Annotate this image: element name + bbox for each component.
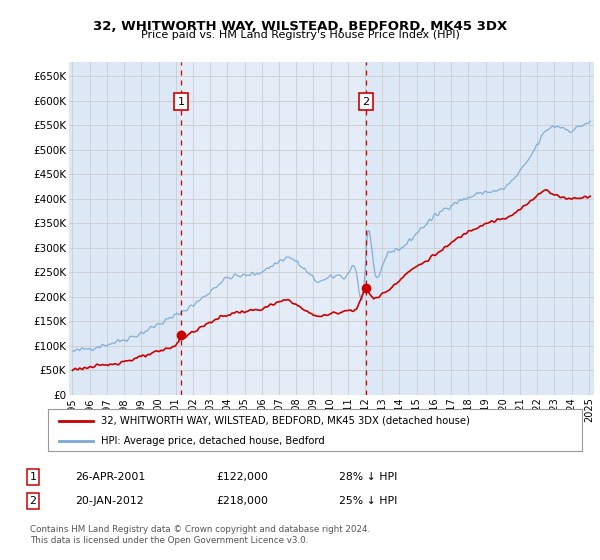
Text: 1: 1 (29, 472, 37, 482)
Text: 32, WHITWORTH WAY, WILSTEAD, BEDFORD, MK45 3DX: 32, WHITWORTH WAY, WILSTEAD, BEDFORD, MK… (93, 20, 507, 32)
Text: 28% ↓ HPI: 28% ↓ HPI (339, 472, 397, 482)
Text: 20-JAN-2012: 20-JAN-2012 (75, 496, 143, 506)
Text: £218,000: £218,000 (216, 496, 268, 506)
Text: 1: 1 (178, 97, 185, 107)
Bar (181, 62, 366, 395)
Text: Price paid vs. HM Land Registry's House Price Index (HPI): Price paid vs. HM Land Registry's House … (140, 30, 460, 40)
Text: 26-APR-2001: 26-APR-2001 (75, 472, 145, 482)
Text: HPI: Average price, detached house, Bedford: HPI: Average price, detached house, Bedf… (101, 436, 325, 446)
Text: 32, WHITWORTH WAY, WILSTEAD, BEDFORD, MK45 3DX (detached house): 32, WHITWORTH WAY, WILSTEAD, BEDFORD, MK… (101, 416, 470, 426)
Text: 2: 2 (29, 496, 37, 506)
Text: £122,000: £122,000 (216, 472, 268, 482)
Text: 25% ↓ HPI: 25% ↓ HPI (339, 496, 397, 506)
Text: 2: 2 (362, 97, 370, 107)
Text: Contains HM Land Registry data © Crown copyright and database right 2024.
This d: Contains HM Land Registry data © Crown c… (30, 525, 370, 545)
